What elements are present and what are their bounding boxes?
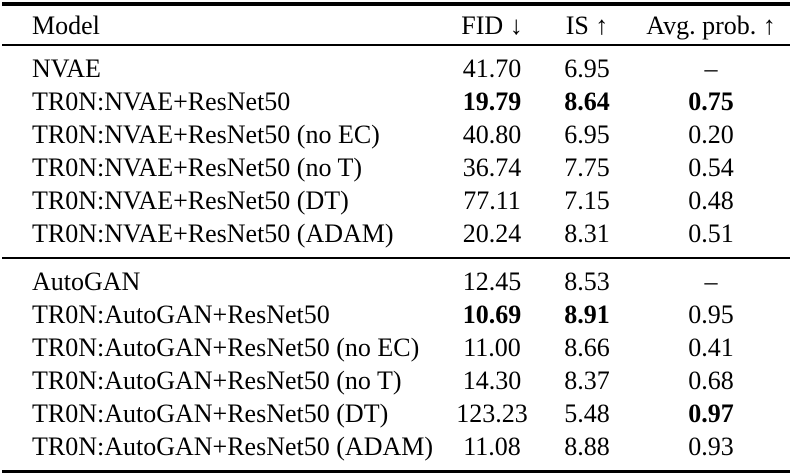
table-row: TR0N:AutoGAN+ResNet50 10.69 8.91 0.95	[2, 298, 790, 331]
is-cell: 8.66	[564, 333, 610, 362]
table-header: Model FID ↓ IS ↑ Avg. prob. ↑	[2, 4, 790, 45]
fid-cell: 10.69	[462, 300, 522, 329]
is-cell: 8.31	[564, 219, 610, 248]
fid-cell: 40.80	[462, 120, 522, 149]
model-cell: TR0N:NVAE+ResNet50	[32, 87, 291, 116]
is-cell: 8.37	[564, 366, 610, 395]
avg-prob-cell: 0.48	[688, 186, 734, 215]
col-header-model: Model	[32, 10, 100, 40]
table-row: TR0N:NVAE+ResNet50 (no EC) 40.80 6.95 0.20	[2, 118, 790, 151]
is-cell: 7.75	[564, 153, 610, 182]
model-cell: TR0N:NVAE+ResNet50 (DT)	[32, 186, 349, 215]
model-cell: TR0N:NVAE+ResNet50 (no EC)	[32, 120, 380, 149]
is-cell: 5.48	[564, 399, 610, 428]
avg-prob-cell: 0.97	[688, 399, 734, 428]
fid-cell: 11.08	[463, 432, 521, 461]
table-row: AutoGAN 12.45 8.53 –	[2, 258, 790, 298]
model-cell: TR0N:AutoGAN+ResNet50 (DT)	[32, 399, 389, 428]
fid-cell: 36.74	[462, 153, 522, 182]
is-cell: 7.15	[564, 186, 610, 215]
model-cell: NVAE	[32, 54, 101, 83]
avg-prob-cell: 0.93	[688, 432, 734, 461]
table-group-autogan: AutoGAN 12.45 8.53 – TR0N:AutoGAN+ResNet50 10…	[2, 258, 790, 472]
is-cell: 6.95	[564, 120, 610, 149]
model-cell: TR0N:NVAE+ResNet50 (no T)	[32, 153, 363, 182]
model-cell: TR0N:AutoGAN+ResNet50 (no EC)	[32, 333, 420, 362]
col-header-fid: FID ↓	[461, 10, 523, 40]
avg-prob-cell: 0.41	[688, 333, 734, 362]
avg-prob-cell: 0.51	[688, 219, 734, 248]
table-row: TR0N:NVAE+ResNet50 (DT) 77.11 7.15 0.48	[2, 184, 790, 217]
avg-prob-cell: 0.54	[688, 153, 734, 182]
fid-cell: 14.30	[462, 366, 522, 395]
is-cell: 8.91	[564, 300, 610, 329]
fid-cell: 12.45	[462, 267, 522, 296]
is-cell: 6.95	[564, 54, 610, 83]
col-header-is: IS ↑	[565, 10, 609, 40]
header-row: Model FID ↓ IS ↑ Avg. prob. ↑	[2, 4, 790, 45]
col-header-avg-prob: Avg. prob. ↑	[646, 10, 776, 40]
fid-cell: 19.79	[462, 87, 522, 116]
table-row: TR0N:NVAE+ResNet50 (no T) 36.74 7.75 0.54	[2, 151, 790, 184]
fid-cell: 77.11	[463, 186, 521, 215]
avg-prob-cell: –	[704, 54, 718, 83]
table-row: TR0N:AutoGAN+ResNet50 (ADAM) 11.08 8.88 0.9…	[2, 430, 790, 472]
table-row: TR0N:AutoGAN+ResNet50 (no EC) 11.00 8.66 0.…	[2, 331, 790, 364]
model-cell: TR0N:NVAE+ResNet50 (ADAM)	[32, 219, 394, 248]
model-cell: TR0N:AutoGAN+ResNet50 (ADAM)	[32, 432, 434, 461]
table-row: NVAE 41.70 6.95 –	[2, 45, 790, 85]
avg-prob-cell: 0.68	[688, 366, 734, 395]
model-cell: TR0N:AutoGAN+ResNet50 (no T)	[32, 366, 402, 395]
avg-prob-cell: –	[704, 267, 718, 296]
fid-cell: 11.00	[463, 333, 521, 362]
table-row: TR0N:AutoGAN+ResNet50 (no T) 14.30 8.37 0.6…	[2, 364, 790, 397]
table-row: TR0N:NVAE+ResNet50 19.79 8.64 0.75	[2, 85, 790, 118]
fid-cell: 123.23	[456, 399, 528, 428]
table-row: TR0N:NVAE+ResNet50 (ADAM) 20.24 8.31 0.51	[2, 217, 790, 258]
fid-cell: 41.70	[462, 54, 522, 83]
is-cell: 8.88	[564, 432, 610, 461]
is-cell: 8.53	[564, 267, 610, 296]
avg-prob-cell: 0.75	[688, 87, 734, 116]
fid-cell: 20.24	[462, 219, 522, 248]
avg-prob-cell: 0.20	[688, 120, 734, 149]
table-row: TR0N:AutoGAN+ResNet50 (DT) 123.23 5.48 0.97	[2, 397, 790, 430]
model-cell: TR0N:AutoGAN+ResNet50	[32, 300, 330, 329]
table-group-nvae: NVAE 41.70 6.95 – TR0N:NVAE+ResNet50 19.79 8.6…	[2, 45, 790, 258]
model-cell: AutoGAN	[32, 267, 141, 296]
is-cell: 8.64	[564, 87, 610, 116]
avg-prob-cell: 0.95	[688, 300, 734, 329]
